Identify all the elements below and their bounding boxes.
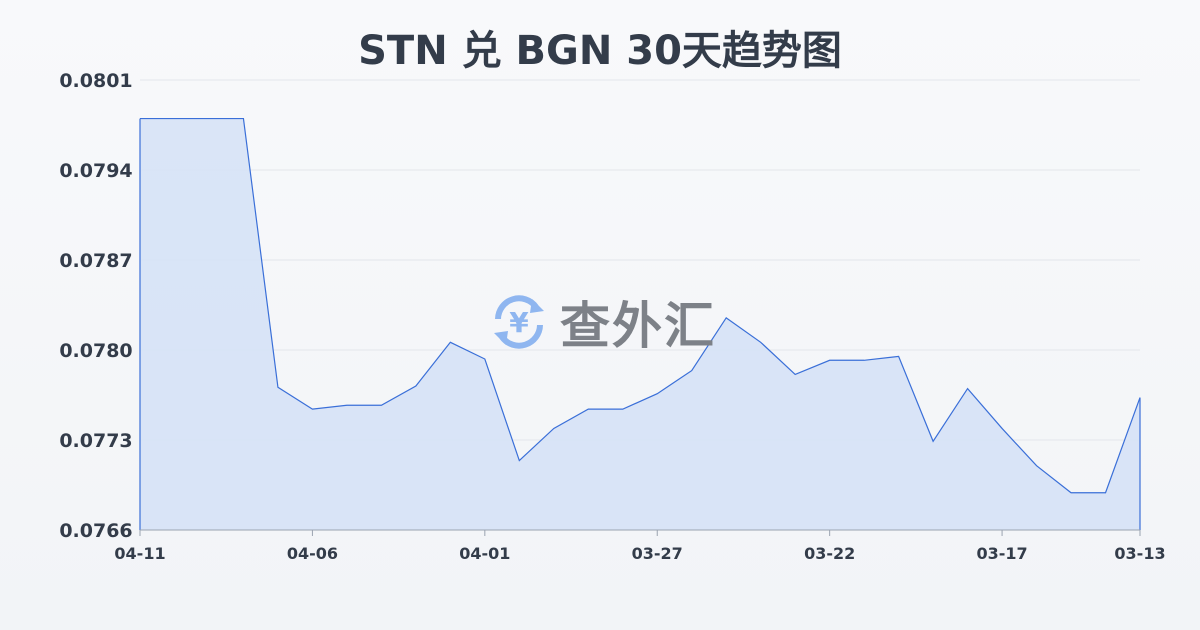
y-tick-label: 0.0794 (59, 160, 132, 182)
y-tick-label: 0.0773 (59, 430, 132, 452)
chart-title: STN 兑 BGN 30天趋势图 (358, 28, 842, 74)
x-tick-label: 03-22 (804, 544, 855, 563)
y-tick-label: 0.0780 (59, 340, 132, 362)
series-line (140, 117, 1141, 494)
x-tick-label: 03-13 (1114, 544, 1165, 563)
area-fill (140, 118, 1140, 531)
svg-text:¥: ¥ (509, 306, 529, 339)
yen-exchange-icon: ¥ (494, 295, 544, 349)
x-tick-label: 04-06 (287, 544, 338, 563)
y-tick-label: 0.0801 (59, 70, 132, 92)
x-tick-label: 04-11 (114, 544, 165, 563)
watermark: ¥ 查外汇 (488, 286, 716, 358)
y-tick-label: 0.0787 (59, 250, 132, 272)
watermark-text: 查外汇 (560, 297, 716, 355)
x-tick-label: 03-17 (976, 544, 1027, 563)
x-tick-label: 04-01 (459, 544, 510, 563)
y-tick-label: 0.0766 (59, 520, 132, 542)
x-tick-label: 03-27 (632, 544, 683, 563)
